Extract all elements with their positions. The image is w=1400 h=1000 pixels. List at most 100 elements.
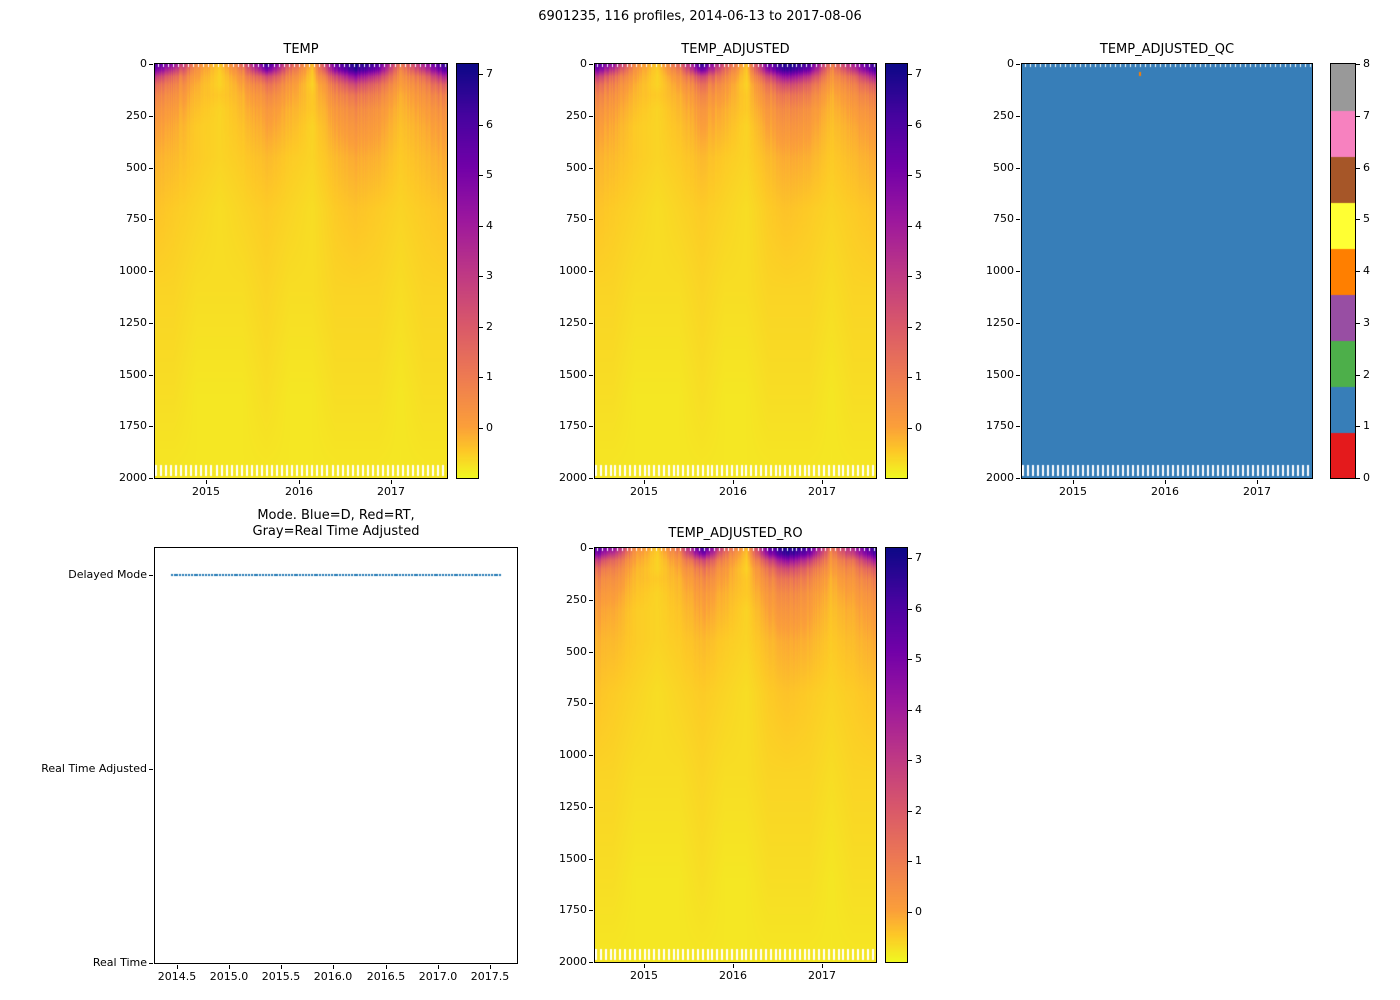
tick-mark bbox=[589, 703, 593, 704]
tick-mark bbox=[299, 480, 300, 484]
tick-mark bbox=[490, 965, 491, 969]
tick-label: 6 bbox=[915, 602, 922, 615]
tick-mark bbox=[149, 271, 153, 272]
tick-mark bbox=[589, 64, 593, 65]
tick-mark bbox=[908, 175, 912, 176]
mode-title: Mode. Blue=D, Red=RT, Gray=Real Time Adj… bbox=[155, 508, 517, 540]
tick-label: 7 bbox=[915, 551, 922, 564]
tick-mark bbox=[589, 652, 593, 653]
temp-adjusted-qc-colorbar bbox=[1330, 63, 1356, 479]
temp-adjusted-qc-colorbar-canvas bbox=[1331, 64, 1355, 478]
tick-mark bbox=[149, 168, 153, 169]
tick-label: 2017 bbox=[1243, 485, 1271, 498]
tick-label: 250 bbox=[126, 109, 147, 122]
temp-adjusted-ro-title: TEMP_ADJUSTED_RO bbox=[668, 526, 803, 541]
tick-label: 2015.5 bbox=[261, 970, 301, 983]
tick-label: 1500 bbox=[119, 368, 147, 381]
tick-mark bbox=[479, 125, 483, 126]
tick-label: 2016 bbox=[719, 485, 747, 498]
tick-mark bbox=[733, 480, 734, 484]
tick-label: 750 bbox=[126, 212, 147, 225]
tick-mark bbox=[149, 64, 153, 65]
tick-label: 2000 bbox=[986, 471, 1014, 484]
tick-mark bbox=[333, 965, 334, 969]
tick-label: 250 bbox=[993, 109, 1014, 122]
tick-mark bbox=[589, 600, 593, 601]
tick-label: 2 bbox=[1363, 368, 1370, 381]
tick-mark bbox=[908, 276, 912, 277]
temp-axes bbox=[154, 63, 448, 479]
tick-mark bbox=[1016, 426, 1020, 427]
tick-mark bbox=[589, 168, 593, 169]
tick-mark bbox=[206, 480, 207, 484]
tick-label: 2017 bbox=[808, 969, 836, 982]
tick-label: 6 bbox=[486, 118, 493, 131]
tick-mark bbox=[149, 219, 153, 220]
tick-label: 4 bbox=[1363, 264, 1370, 277]
tick-mark bbox=[1016, 168, 1020, 169]
tick-label: 8 bbox=[1363, 57, 1370, 70]
tick-label: 3 bbox=[1363, 316, 1370, 329]
tick-mark bbox=[1016, 271, 1020, 272]
tick-mark bbox=[479, 327, 483, 328]
tick-mark bbox=[149, 375, 153, 376]
tick-label: 3 bbox=[486, 269, 493, 282]
mode-title-line2: Gray=Real Time Adjusted bbox=[252, 524, 420, 539]
tick-label: 2015 bbox=[630, 969, 658, 982]
tick-label: 2015 bbox=[630, 485, 658, 498]
tick-label: 750 bbox=[993, 212, 1014, 225]
tick-mark bbox=[149, 323, 153, 324]
tick-label: 0 bbox=[580, 541, 587, 554]
tick-mark bbox=[589, 426, 593, 427]
temp-adjusted-ro-axes bbox=[594, 547, 877, 963]
temp-title: TEMP bbox=[283, 42, 319, 57]
tick-label: 0 bbox=[486, 421, 493, 434]
tick-mark bbox=[1016, 64, 1020, 65]
tick-label: 1500 bbox=[559, 852, 587, 865]
tick-label: 3 bbox=[915, 269, 922, 282]
tick-mark bbox=[908, 811, 912, 812]
tick-mark bbox=[1016, 116, 1020, 117]
tick-label: 1000 bbox=[119, 264, 147, 277]
mode-plot-canvas bbox=[155, 548, 517, 963]
tick-mark bbox=[1016, 375, 1020, 376]
tick-label: 1750 bbox=[986, 419, 1014, 432]
tick-label: 1250 bbox=[559, 316, 587, 329]
tick-mark bbox=[589, 755, 593, 756]
tick-label: 2015 bbox=[192, 485, 220, 498]
tick-mark bbox=[589, 375, 593, 376]
tick-mark bbox=[589, 807, 593, 808]
tick-label: 7 bbox=[915, 67, 922, 80]
tick-label: 1000 bbox=[986, 264, 1014, 277]
tick-mark bbox=[1016, 219, 1020, 220]
tick-label: 4 bbox=[486, 219, 493, 232]
tick-mark bbox=[281, 965, 282, 969]
tick-mark bbox=[589, 323, 593, 324]
tick-label: 2015.0 bbox=[209, 970, 249, 983]
tick-label: 7 bbox=[1363, 109, 1370, 122]
mode-axes bbox=[154, 547, 518, 964]
tick-label: 0 bbox=[580, 57, 587, 70]
tick-mark bbox=[479, 74, 483, 75]
tick-mark bbox=[644, 964, 645, 968]
temp-adjusted-ro-colorbar-canvas bbox=[886, 548, 907, 962]
temp-adjusted-colorbar-canvas bbox=[886, 64, 907, 478]
tick-mark bbox=[149, 963, 153, 964]
tick-label: 3 bbox=[915, 753, 922, 766]
tick-mark bbox=[479, 428, 483, 429]
tick-mark bbox=[1356, 375, 1360, 376]
mode-title-line1: Mode. Blue=D, Red=RT, bbox=[257, 508, 415, 523]
tick-label: 2017 bbox=[377, 485, 405, 498]
tick-mark bbox=[149, 575, 153, 576]
tick-mark bbox=[908, 760, 912, 761]
tick-label: 7 bbox=[486, 67, 493, 80]
tick-mark bbox=[589, 548, 593, 549]
tick-mark bbox=[479, 276, 483, 277]
tick-mark bbox=[1356, 478, 1360, 479]
temp-adjusted-colorbar bbox=[885, 63, 908, 479]
tick-label: 2016 bbox=[1151, 485, 1179, 498]
tick-label: 5 bbox=[1363, 212, 1370, 225]
tick-mark bbox=[438, 965, 439, 969]
tick-mark bbox=[177, 965, 178, 969]
